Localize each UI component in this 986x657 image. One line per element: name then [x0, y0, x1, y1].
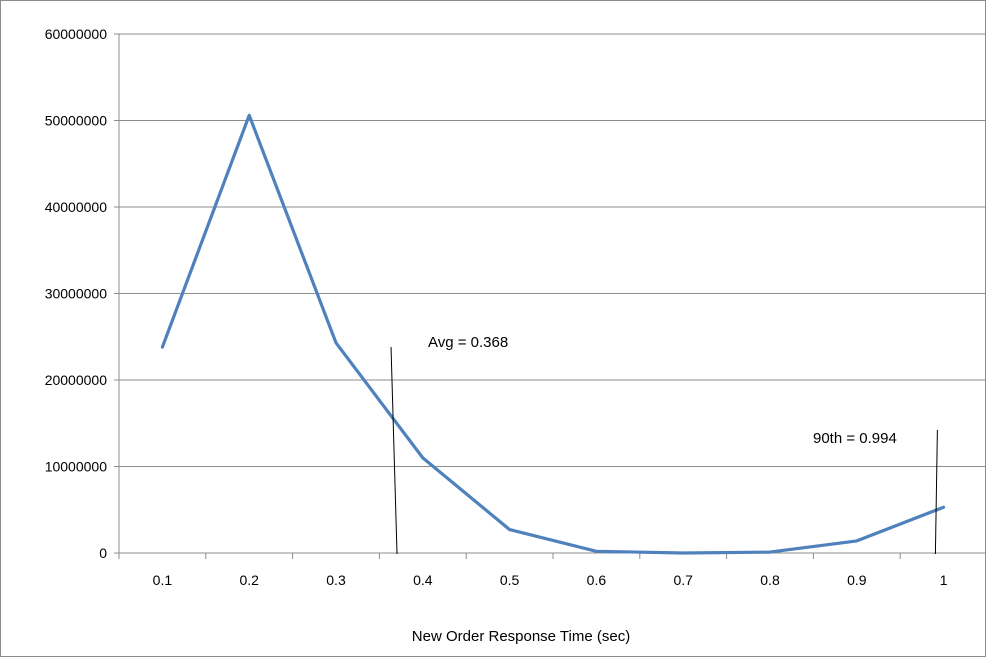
- avg-marker-line: [390, 346, 398, 555]
- x-tick-label: 0.5: [500, 572, 520, 588]
- y-tick-labels: 0 10000000 20000000 30000000 40000000 5000000…: [45, 26, 108, 561]
- annotations: Avg = 0.368 90th = 0.994: [390, 334, 938, 555]
- gridlines: [119, 33, 985, 467]
- axes: [114, 33, 985, 559]
- p90-marker-line: [934, 429, 938, 555]
- series-line-path: [160, 113, 946, 555]
- y-tick-label: 30000000: [45, 286, 108, 302]
- x-tick-label: 0.3: [326, 572, 346, 588]
- x-tick-label: 0.1: [153, 572, 173, 588]
- y-tick-label: 20000000: [45, 372, 108, 388]
- y-tick-label: 10000000: [45, 459, 108, 475]
- x-tick-label: 0.9: [847, 572, 867, 588]
- y-tick-label: 40000000: [45, 199, 108, 215]
- x-tick-label: 0.8: [760, 572, 780, 588]
- y-tick-label: 60000000: [45, 26, 108, 42]
- p90-annotation: 90th = 0.994: [813, 430, 897, 447]
- x-axis-title: New Order Response Time (sec): [412, 628, 630, 645]
- x-tick-label: 1: [940, 572, 948, 588]
- x-tick-label: 0.2: [239, 572, 259, 588]
- series-line: [160, 113, 946, 555]
- y-tick-label: 50000000: [45, 113, 108, 129]
- x-tick-label: 0.7: [673, 572, 693, 588]
- x-tick-label: 0.6: [587, 572, 607, 588]
- x-tick-labels: 0.1 0.2 0.3 0.4 0.5 0.6 0.7 0.8 0.9 1: [153, 572, 948, 588]
- x-tick-label: 0.4: [413, 572, 433, 588]
- avg-annotation: Avg = 0.368: [428, 334, 508, 351]
- y-tick-label: 0: [99, 545, 107, 561]
